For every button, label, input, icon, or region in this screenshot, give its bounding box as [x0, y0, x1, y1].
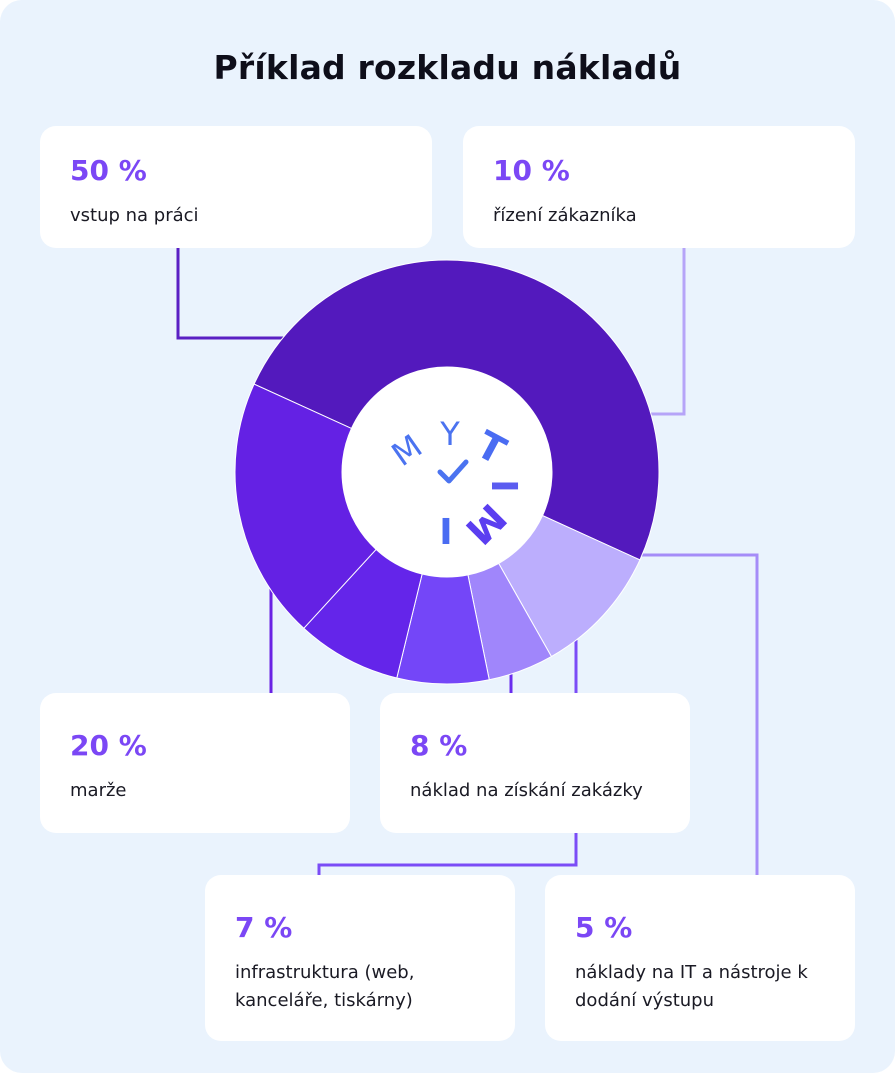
card-percent: 7 %	[235, 911, 293, 944]
card-infrastructure: 7 % infrastruktura (web, kanceláře, tisk…	[205, 875, 515, 1041]
card-percent: 10 %	[493, 154, 570, 187]
card-label: řízení zákazníka	[493, 205, 637, 226]
card-label: náklad na získání zakázky	[410, 780, 643, 801]
donut-slices	[234, 259, 660, 685]
card-label: marže	[70, 780, 127, 801]
connector-customer-management	[640, 248, 686, 416]
logo-letter-i1: I	[483, 479, 524, 492]
logo-letter-y: Y	[439, 415, 460, 453]
connector-work-input	[176, 248, 290, 340]
card-percent: 20 %	[70, 729, 147, 762]
card-label: náklady na IT a nástroje k dodání výstup…	[575, 962, 808, 1011]
card-margin: 20 % marže	[40, 693, 350, 833]
card-percent: 50 %	[70, 154, 147, 187]
checkmark-icon	[437, 459, 469, 484]
card-customer-management: 10 % řízení zákazníka	[463, 126, 855, 248]
donut-hole	[342, 367, 552, 577]
chart-title: Příklad rozkladu nákladů	[213, 48, 682, 87]
card-percent: 8 %	[410, 729, 468, 762]
card-label: infrastruktura (web, kanceláře, tiskárny…	[235, 962, 415, 1011]
card-it-tools: 5 % náklady na IT a nástroje k dodání vý…	[545, 875, 855, 1041]
card-percent: 5 %	[575, 911, 633, 944]
connector-it-tools	[635, 553, 759, 875]
card-acquisition-cost: 8 % náklad na získání zakázky	[380, 693, 690, 833]
card-label: vstup na práci	[70, 205, 199, 226]
card-work-input: 50 % vstup na práci	[40, 126, 432, 248]
logo-letter-i2: I	[439, 512, 452, 553]
